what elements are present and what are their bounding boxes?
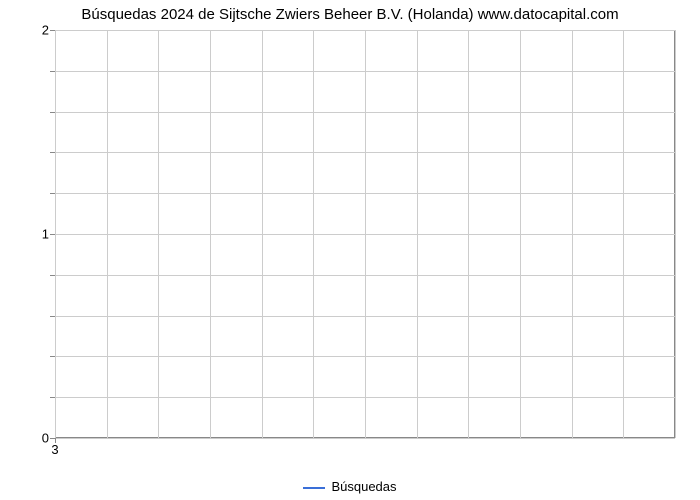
legend-label: Búsquedas	[331, 479, 396, 494]
ytick-minor	[50, 152, 55, 153]
ytick-minor	[50, 316, 55, 317]
grid-h	[55, 397, 675, 398]
grid-h	[55, 356, 675, 357]
grid-h	[55, 30, 675, 31]
ytick-mark	[50, 234, 55, 235]
ytick-minor	[50, 356, 55, 357]
xtick-label: 3	[51, 442, 58, 457]
ytick-minor	[50, 112, 55, 113]
ytick-label: 1	[42, 227, 49, 242]
legend-line-swatch	[303, 487, 325, 489]
grid-h	[55, 152, 675, 153]
grid-h	[55, 234, 675, 235]
grid-h	[55, 193, 675, 194]
grid-h	[55, 71, 675, 72]
ytick-minor	[50, 193, 55, 194]
plot-area: 0123	[55, 30, 675, 438]
ytick-label: 2	[42, 23, 49, 38]
ytick-mark	[50, 30, 55, 31]
chart-title: Búsquedas 2024 de Sijtsche Zwiers Beheer…	[0, 6, 700, 23]
grid-h	[55, 112, 675, 113]
ytick-minor	[50, 397, 55, 398]
ytick-minor	[50, 275, 55, 276]
ytick-label: 0	[42, 431, 49, 446]
ytick-minor	[50, 71, 55, 72]
grid-v	[675, 30, 676, 438]
grid-h	[55, 438, 675, 439]
grid-h	[55, 275, 675, 276]
grid-h	[55, 316, 675, 317]
legend: Búsquedas	[0, 479, 700, 494]
